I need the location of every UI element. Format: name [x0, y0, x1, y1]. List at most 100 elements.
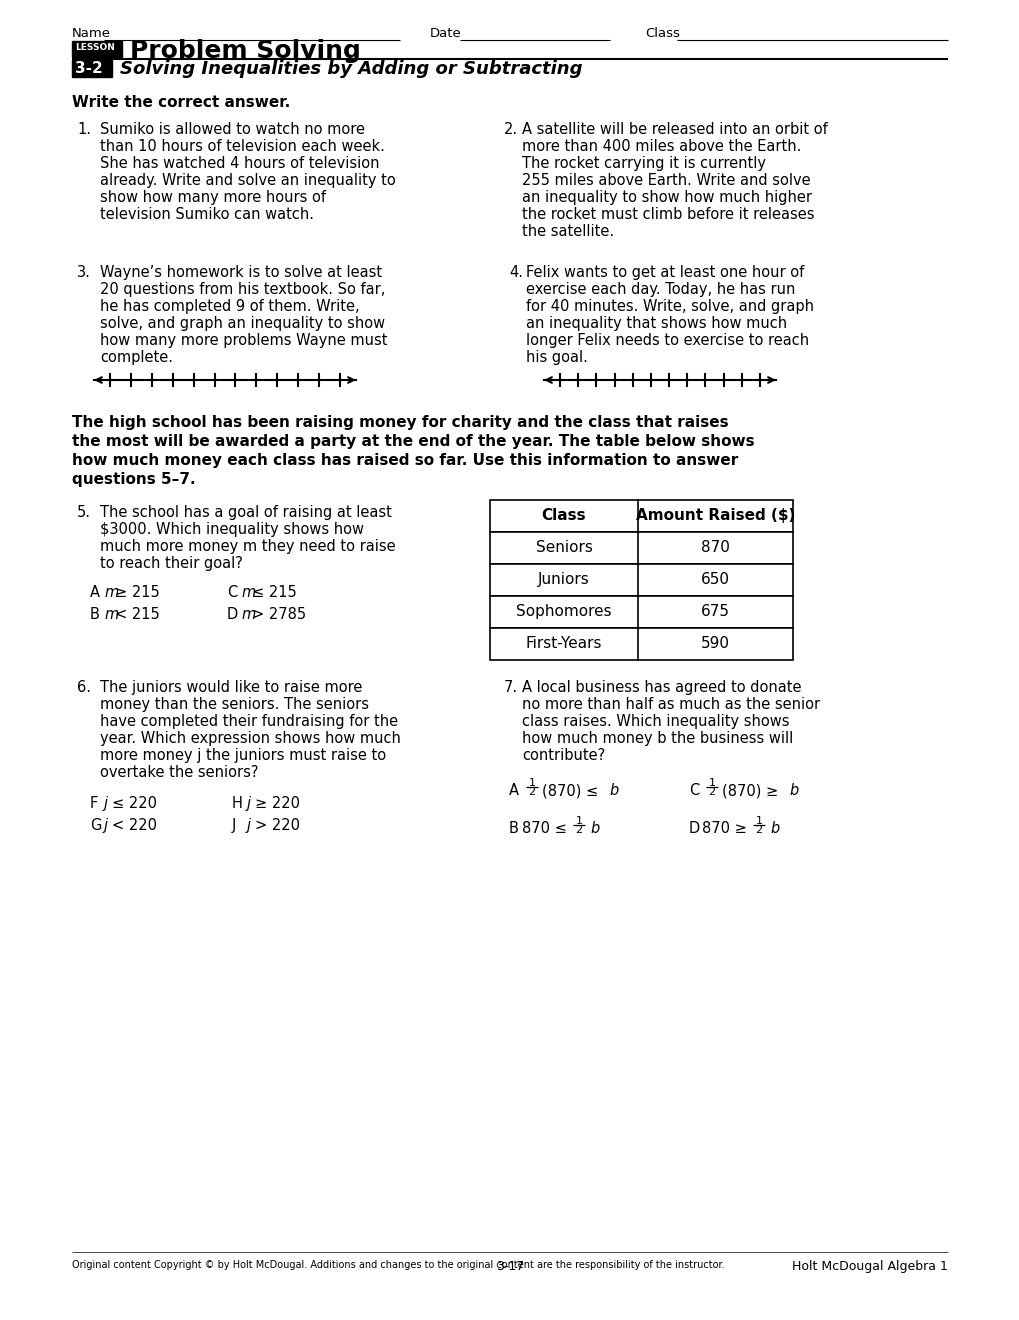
Bar — [72, 59, 112, 77]
Text: H: H — [231, 796, 243, 810]
Text: Solving Inequalities by Adding or Subtracting: Solving Inequalities by Adding or Subtra… — [120, 59, 582, 78]
Text: 5.: 5. — [76, 506, 91, 520]
Bar — [489, 500, 792, 532]
Text: Class: Class — [644, 26, 680, 40]
Text: ≤ 215: ≤ 215 — [252, 585, 297, 601]
Text: Write the correct answer.: Write the correct answer. — [72, 95, 290, 110]
Text: F: F — [90, 796, 98, 810]
Text: j: j — [247, 818, 251, 833]
Text: A satellite will be released into an orbit of: A satellite will be released into an orb… — [522, 121, 827, 137]
Text: for 40 minutes. Write, solve, and graph: for 40 minutes. Write, solve, and graph — [526, 300, 813, 314]
Text: < 220: < 220 — [112, 818, 157, 833]
Text: questions 5–7.: questions 5–7. — [72, 473, 196, 487]
Text: 2.: 2. — [503, 121, 518, 137]
Text: C: C — [227, 585, 237, 601]
Text: an inequality that shows how much: an inequality that shows how much — [526, 315, 787, 331]
Text: 2: 2 — [528, 787, 535, 797]
Text: Date: Date — [430, 26, 462, 40]
Text: the rocket must climb before it releases: the rocket must climb before it releases — [522, 207, 814, 222]
Text: The rocket carrying it is currently: The rocket carrying it is currently — [522, 156, 765, 172]
Text: b: b — [589, 821, 599, 836]
Text: 870 ≤: 870 ≤ — [522, 821, 567, 836]
Text: the satellite.: the satellite. — [522, 224, 613, 239]
Text: much more money m they need to raise: much more money m they need to raise — [100, 539, 395, 554]
Text: 1: 1 — [528, 777, 535, 788]
Text: 2: 2 — [708, 787, 715, 797]
Text: Seniors: Seniors — [535, 540, 592, 554]
Text: 3.: 3. — [76, 265, 91, 280]
Text: J: J — [231, 818, 236, 833]
Text: have completed their fundraising for the: have completed their fundraising for the — [100, 714, 397, 729]
Text: < 215: < 215 — [115, 607, 160, 622]
Text: 1.: 1. — [76, 121, 91, 137]
Text: D: D — [688, 821, 700, 836]
Text: A: A — [90, 585, 100, 601]
Text: 3-2: 3-2 — [75, 61, 103, 77]
Text: class raises. Which inequality shows: class raises. Which inequality shows — [522, 714, 789, 729]
Text: how much money b the business will: how much money b the business will — [522, 731, 793, 746]
Text: > 220: > 220 — [255, 818, 300, 833]
Text: 1: 1 — [708, 777, 714, 788]
Text: complete.: complete. — [100, 350, 173, 366]
Text: 650: 650 — [700, 572, 730, 587]
Text: LESSON: LESSON — [75, 44, 115, 51]
Text: an inequality to show how much higher: an inequality to show how much higher — [522, 190, 811, 205]
Text: (870) ≥: (870) ≥ — [721, 783, 777, 799]
Text: A: A — [508, 783, 519, 799]
Text: G: G — [90, 818, 101, 833]
Text: b: b — [769, 821, 779, 836]
Text: C: C — [688, 783, 699, 799]
Text: First-Years: First-Years — [525, 636, 601, 651]
Text: to reach their goal?: to reach their goal? — [100, 556, 243, 572]
Text: he has completed 9 of them. Write,: he has completed 9 of them. Write, — [100, 300, 360, 314]
Text: his goal.: his goal. — [526, 350, 587, 366]
Text: j: j — [247, 796, 251, 810]
Text: solve, and graph an inequality to show: solve, and graph an inequality to show — [100, 315, 385, 331]
Bar — [489, 597, 792, 628]
Text: money than the seniors. The seniors: money than the seniors. The seniors — [100, 697, 369, 711]
Text: than 10 hours of television each week.: than 10 hours of television each week. — [100, 139, 384, 154]
Text: Name: Name — [72, 26, 111, 40]
Text: Class: Class — [541, 508, 586, 523]
Text: m: m — [104, 585, 118, 601]
Text: year. Which expression shows how much: year. Which expression shows how much — [100, 731, 400, 746]
Bar — [489, 532, 792, 564]
Text: 7.: 7. — [503, 680, 518, 696]
Bar — [489, 628, 792, 660]
Text: the most will be awarded a party at the end of the year. The table below shows: the most will be awarded a party at the … — [72, 434, 754, 449]
Bar — [72, 41, 122, 57]
Text: exercise each day. Today, he has run: exercise each day. Today, he has run — [526, 282, 795, 297]
Text: 2: 2 — [575, 825, 582, 836]
Text: overtake the seniors?: overtake the seniors? — [100, 766, 258, 780]
Text: The school has a goal of raising at least: The school has a goal of raising at leas… — [100, 506, 391, 520]
Text: Original content Copyright © by Holt McDougal. Additions and changes to the orig: Original content Copyright © by Holt McD… — [72, 1261, 723, 1270]
Text: more money j the juniors must raise to: more money j the juniors must raise to — [100, 748, 386, 763]
Text: 675: 675 — [700, 605, 730, 619]
Text: 870 ≥: 870 ≥ — [701, 821, 746, 836]
Text: Holt McDougal Algebra 1: Holt McDougal Algebra 1 — [792, 1261, 947, 1272]
Text: no more than half as much as the senior: no more than half as much as the senior — [522, 697, 819, 711]
Text: more than 400 miles above the Earth.: more than 400 miles above the Earth. — [522, 139, 801, 154]
Text: longer Felix needs to exercise to reach: longer Felix needs to exercise to reach — [526, 333, 808, 348]
Text: 3-17: 3-17 — [495, 1261, 524, 1272]
Text: B: B — [508, 821, 519, 836]
Text: m: m — [240, 607, 255, 622]
Text: contribute?: contribute? — [522, 748, 604, 763]
Text: ≤ 220: ≤ 220 — [112, 796, 157, 810]
Text: 255 miles above Earth. Write and solve: 255 miles above Earth. Write and solve — [522, 173, 810, 187]
Text: how many more problems Wayne must: how many more problems Wayne must — [100, 333, 387, 348]
Text: m: m — [240, 585, 255, 601]
Text: m: m — [104, 607, 118, 622]
Text: Amount Raised ($): Amount Raised ($) — [635, 508, 795, 523]
Text: b: b — [789, 783, 798, 799]
Text: 590: 590 — [700, 636, 730, 651]
Text: 1: 1 — [755, 816, 762, 826]
Text: show how many more hours of: show how many more hours of — [100, 190, 326, 205]
Text: 6.: 6. — [76, 680, 91, 696]
Text: b: b — [608, 783, 618, 799]
Text: ≥ 220: ≥ 220 — [255, 796, 300, 810]
Text: already. Write and solve an inequality to: already. Write and solve an inequality t… — [100, 173, 395, 187]
Text: The high school has been raising money for charity and the class that raises: The high school has been raising money f… — [72, 414, 728, 430]
Text: Sophomores: Sophomores — [516, 605, 611, 619]
Text: A local business has agreed to donate: A local business has agreed to donate — [522, 680, 801, 696]
